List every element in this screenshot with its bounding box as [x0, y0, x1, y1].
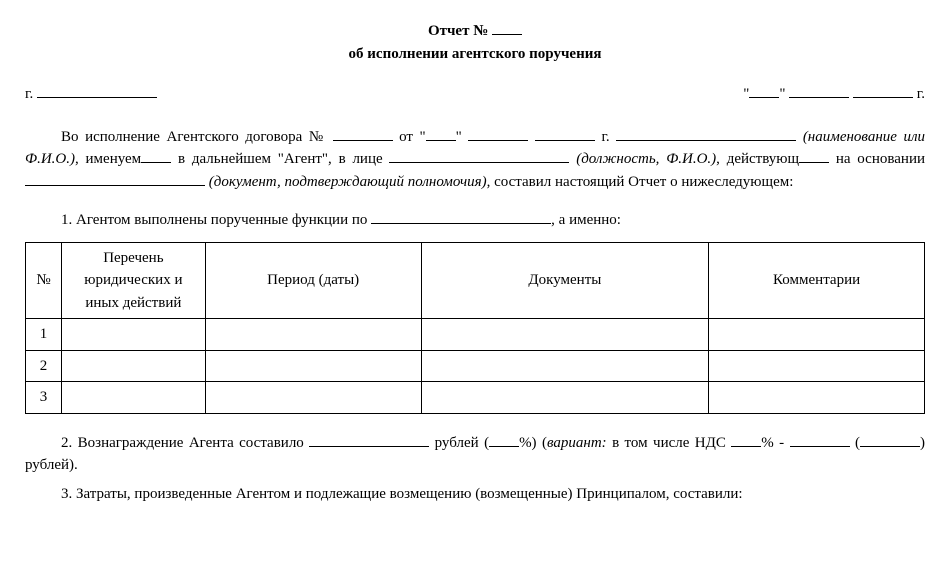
th-docs: Документы: [421, 242, 709, 319]
contract-num-blank: [333, 126, 393, 141]
city-field: г.: [25, 83, 157, 106]
section1-a: 1. Агентом выполнены порученные функции …: [61, 212, 367, 228]
suffix-blank-2: [799, 148, 829, 163]
contract-month-blank: [468, 126, 528, 141]
intro-p3b: на основании: [829, 151, 925, 167]
intro-p3a: , действующ: [716, 151, 799, 167]
nds-percent-blank: [731, 432, 761, 447]
intro-p2b: в дальнейшем "Агент", в лице: [171, 151, 382, 167]
th-comments: Комментарии: [709, 242, 925, 319]
section2-a: 2. Вознаграждение Агента составило: [61, 435, 304, 451]
cell-period: [205, 350, 421, 382]
intro-p1b: от: [399, 129, 413, 145]
cell-period: [205, 319, 421, 351]
contract-year-blank: [535, 126, 595, 141]
date-month-blank: [789, 83, 849, 98]
hint-position: (должность, Ф.И.О.): [576, 151, 716, 167]
intro-p3c: , составил настоящий Отчет о нижеследующ…: [487, 174, 794, 190]
nds-words-blank: [860, 432, 920, 447]
city-date-row: г. "" г.: [25, 83, 925, 106]
nds-amount-blank: [790, 432, 850, 447]
th-period: Период (даты): [205, 242, 421, 319]
person-blank: [389, 148, 569, 163]
cell-comments: [709, 319, 925, 351]
section2-e: % -: [761, 435, 784, 451]
cell-comments: [709, 382, 925, 414]
agent-name-blank: [616, 126, 796, 141]
title-number-blank: [492, 20, 522, 35]
cell-num: 1: [26, 319, 62, 351]
section-3: 3. Затраты, произведенные Агентом и подл…: [25, 483, 925, 506]
hint-document: (документ, подтверждающий полномочия): [209, 174, 487, 190]
table-header-row: № Перечень юридических и иных действий П…: [26, 242, 925, 319]
section2-b: рублей (: [435, 435, 489, 451]
document-title: Отчет № об исполнении агентского поручен…: [25, 20, 925, 65]
date-field: "" г.: [743, 83, 925, 106]
date-day-blank: [749, 83, 779, 98]
functions-blank: [371, 209, 551, 224]
table-row: 2: [26, 350, 925, 382]
cell-actions: [61, 319, 205, 351]
city-blank: [37, 83, 157, 98]
contract-day-blank: [426, 126, 456, 141]
intro-p2a: , именуем: [75, 151, 141, 167]
cell-num: 2: [26, 350, 62, 382]
cell-docs: [421, 382, 709, 414]
section2-d: в том числе НДС: [607, 435, 726, 451]
date-suffix: г.: [917, 86, 925, 102]
intro-p1c: г.: [601, 129, 609, 145]
reward-percent-blank: [489, 432, 519, 447]
cell-period: [205, 382, 421, 414]
section1-b: , а именно:: [551, 212, 621, 228]
variant-label: вариант:: [547, 435, 607, 451]
suffix-blank-1: [141, 148, 171, 163]
cell-docs: [421, 319, 709, 351]
actions-table: № Перечень юридических и иных действий П…: [25, 242, 925, 414]
section3-text: 3. Затраты, произведенные Агентом и подл…: [61, 486, 743, 502]
section-2: 2. Вознаграждение Агента составило рубле…: [25, 432, 925, 477]
basis-blank: [25, 171, 205, 186]
cell-comments: [709, 350, 925, 382]
th-actions: Перечень юридических и иных действий: [61, 242, 205, 319]
cell-actions: [61, 350, 205, 382]
cell-actions: [61, 382, 205, 414]
table-row: 3: [26, 382, 925, 414]
intro-p1a: Во исполнение Агентского договора №: [61, 129, 326, 145]
city-prefix: г.: [25, 86, 33, 102]
intro-paragraph: Во исполнение Агентского договора № от "…: [25, 126, 925, 194]
section-1: 1. Агентом выполнены порученные функции …: [25, 209, 925, 232]
title-line2: об исполнении агентского поручения: [25, 43, 925, 66]
table-row: 1: [26, 319, 925, 351]
cell-num: 3: [26, 382, 62, 414]
title-line1-prefix: Отчет №: [428, 23, 488, 39]
section2-c: %) (: [519, 435, 547, 451]
date-year-blank: [853, 83, 913, 98]
reward-amount-blank: [309, 432, 429, 447]
th-num: №: [26, 242, 62, 319]
cell-docs: [421, 350, 709, 382]
